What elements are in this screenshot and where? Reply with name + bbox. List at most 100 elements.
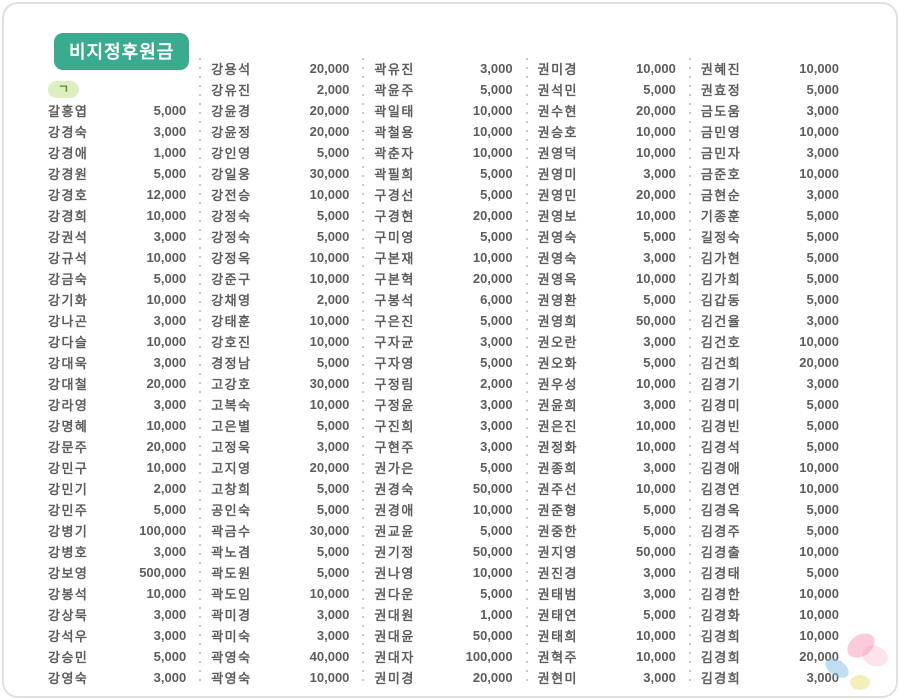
- donor-amount: 3,000: [153, 607, 187, 622]
- donor-amount: 20,000: [146, 439, 187, 454]
- donor-row: 강기화 10,000: [48, 289, 186, 310]
- donor-name: 권윤희: [537, 398, 578, 413]
- donor-name: 권현미: [537, 671, 578, 686]
- donor-row: 권혜진 10,000: [701, 58, 839, 79]
- donor-row: 권가은 5,000: [374, 457, 512, 478]
- donor-amount: 3,000: [806, 313, 840, 328]
- donor-name: 김가현: [700, 251, 742, 266]
- donor-amount: 10,000: [309, 250, 350, 265]
- donor-amount: 5,000: [480, 355, 513, 370]
- donor-row: 권미경 10,000: [538, 58, 676, 79]
- donor-row: 권오화 5,000: [538, 352, 676, 373]
- donor-row: 김경미 5,000: [701, 394, 839, 415]
- donor-name: 구진희: [374, 419, 415, 434]
- donor-row: 권우성 10,000: [538, 373, 676, 394]
- donor-name: 강정옥: [211, 251, 252, 266]
- donor-name: 강윤경: [211, 104, 252, 119]
- donor-row: 권영보 10,000: [538, 205, 676, 226]
- donor-amount: 5,000: [643, 82, 676, 97]
- donor-name: 권승호: [537, 125, 578, 140]
- donor-amount: 10,000: [472, 250, 513, 265]
- donor-amount: 10,000: [146, 250, 187, 265]
- donor-name: 강명혜: [48, 419, 89, 434]
- donor-amount: 5,000: [153, 649, 187, 664]
- donor-name: 김경주: [700, 524, 742, 539]
- donor-name: 김건율: [700, 314, 742, 329]
- donor-amount: 1,000: [480, 607, 513, 622]
- donor-name: 강정숙: [211, 209, 252, 224]
- donor-name: 곽미숙: [211, 629, 252, 644]
- donor-row: 권교윤 5,000: [374, 520, 512, 541]
- donor-amount: 10,000: [309, 397, 350, 412]
- donor-row: 김건호 10,000: [701, 331, 839, 352]
- donor-row: 권대원 1,000: [374, 604, 512, 625]
- donor-row: 강태훈 10,000: [211, 310, 349, 331]
- donor-name: 곽철용: [374, 125, 415, 140]
- donor-amount: 2,000: [316, 82, 350, 97]
- donor-row: 금현순 3,000: [701, 184, 839, 205]
- donor-name: 권영환: [537, 293, 578, 308]
- donor-row: 김경석 5,000: [701, 436, 839, 457]
- donor-name: 김갑동: [700, 293, 742, 308]
- donor-amount: 5,000: [806, 292, 840, 307]
- donor-amount: 20,000: [636, 103, 676, 118]
- donor-name: 권기정: [374, 545, 415, 560]
- donor-name: 김건희: [700, 356, 742, 371]
- donor-amount: 5,000: [806, 439, 840, 454]
- donor-amount: 5,000: [480, 229, 513, 244]
- donor-amount: 10,000: [472, 565, 513, 580]
- donor-row: 강용석 20,000: [211, 58, 349, 79]
- donor-name: 강병기: [48, 524, 89, 539]
- donor-name: 곽도임: [211, 587, 252, 602]
- donor-name: 권대원: [374, 608, 415, 623]
- donation-column: 강용석 20,000 강유진 2,000 강윤경 20,000 강윤정 20,000 강인영 5,…: [199, 58, 363, 688]
- donor-row: 권주선 10,000: [538, 478, 676, 499]
- donor-name: 강대철: [48, 377, 89, 392]
- donor-row: 김경희 10,000: [701, 625, 839, 646]
- donor-name: 강민주: [48, 503, 89, 518]
- donor-name: 구현주: [374, 440, 415, 455]
- donor-row: 권대자 100,000: [374, 646, 512, 667]
- donor-name: 고강호: [211, 377, 252, 392]
- donor-amount: 20,000: [309, 103, 350, 118]
- donor-amount: 10,000: [636, 418, 676, 433]
- donor-amount: 10,000: [146, 418, 187, 433]
- donor-amount: 3,000: [643, 586, 676, 601]
- donor-amount: 3,000: [153, 628, 187, 643]
- donor-name: 강권석: [48, 230, 89, 245]
- donor-name: 김경태: [700, 566, 742, 581]
- donor-row: 강전승 10,000: [211, 184, 349, 205]
- donor-amount: 3,000: [153, 397, 187, 412]
- donor-name: 권오화: [537, 356, 578, 371]
- donor-amount: 5,000: [643, 607, 676, 622]
- donor-amount: 20,000: [472, 670, 513, 685]
- donor-row: 권중한 5,000: [538, 520, 676, 541]
- donor-name: 곽노겸: [211, 545, 252, 560]
- donor-row: 구정림 2,000: [374, 373, 512, 394]
- donor-amount: 5,000: [643, 292, 676, 307]
- donor-name: 곽유진: [374, 62, 415, 77]
- donor-row: 강다슬 10,000: [48, 331, 186, 352]
- donor-name: 금민영: [700, 125, 742, 140]
- donor-row: 권영옥 10,000: [538, 268, 676, 289]
- donation-column: ㄱ 갈홍엽 5,000 강경숙 3,000 강경애 1,000 강경원 5,000 강경호 12,0…: [48, 58, 199, 688]
- donor-row: 강윤정 20,000: [211, 121, 349, 142]
- donor-name: 구자영: [374, 356, 415, 371]
- donor-row: 강병기 100,000: [48, 520, 186, 541]
- donor-amount: 10,000: [799, 166, 840, 181]
- donor-row: 강명혜 10,000: [48, 415, 186, 436]
- donor-row: 김경희 3,000: [701, 667, 839, 688]
- donor-amount: 5,000: [480, 82, 513, 97]
- donor-amount: 3,000: [643, 460, 676, 475]
- donor-amount: 10,000: [309, 271, 350, 286]
- donor-amount: 3,000: [316, 628, 350, 643]
- donor-row: 갈홍엽 5,000: [48, 100, 186, 121]
- donor-name: 강라영: [48, 398, 89, 413]
- donor-row: 강라영 3,000: [48, 394, 186, 415]
- donor-row: 권효정 5,000: [701, 79, 839, 100]
- donor-amount: 20,000: [146, 376, 187, 391]
- donor-row: 권영희 50,000: [538, 310, 676, 331]
- donor-amount: 5,000: [480, 166, 513, 181]
- donor-amount: 10,000: [799, 460, 840, 475]
- donor-name: 강민구: [48, 461, 89, 476]
